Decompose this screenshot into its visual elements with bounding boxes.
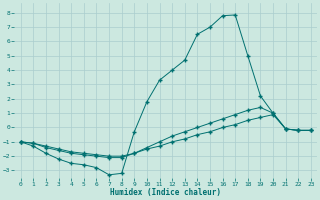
X-axis label: Humidex (Indice chaleur): Humidex (Indice chaleur) bbox=[110, 188, 221, 197]
